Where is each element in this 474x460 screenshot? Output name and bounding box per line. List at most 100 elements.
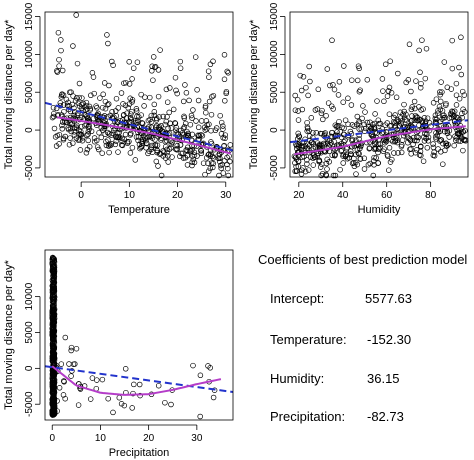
scatter-point [172,74,179,81]
scatter-point [177,65,184,71]
x-tick-label: 0 [78,190,84,201]
scatter-point [386,111,393,117]
scatter-point [392,112,398,118]
scatter-point [457,132,464,139]
scatter-point [143,145,149,151]
scatter-point [413,147,420,153]
scatter-point [91,135,98,141]
scatter-point [337,166,343,173]
scatter-point [437,119,443,125]
scatter-point [456,64,462,71]
scatter-point [362,109,368,115]
scatter-point [164,149,170,156]
scatter-point [128,111,134,117]
scatter-point [207,365,213,371]
scatter-point [121,112,127,118]
scatter-point [106,149,112,156]
scatter-point [223,90,229,97]
scatter-point [205,152,212,158]
scatter-point [341,125,347,132]
scatter-point [112,141,119,148]
scatter-point [50,335,56,341]
scatter-point [412,149,419,156]
scatter-point [414,137,420,144]
scatter-point [173,87,179,94]
scatter-point [340,160,346,166]
scatter-point [75,402,82,408]
y-tick-label: 5000 [24,321,35,344]
scatter-point [410,134,417,141]
scatter-point [149,142,155,149]
scatter-point [386,167,392,173]
scatter-point [136,381,143,388]
scatter-point [408,118,415,124]
scatter-point [323,113,329,119]
scatter-point [145,117,152,124]
scatter-point [420,158,427,164]
coef-label-temperature: Temperature: [270,332,347,347]
scatter-point [51,288,58,295]
scatter-point [310,141,317,147]
scatter-point [210,92,217,99]
scatter-point [118,90,125,96]
scatter-point [341,139,347,145]
scatter-point [351,160,357,166]
scatter-point [212,127,219,134]
scatter-point [418,143,424,150]
scatter-point [347,151,354,157]
scatter-point [49,298,56,305]
scatter-point [189,162,195,169]
scatter-point [49,316,56,322]
scatter-point [349,137,355,144]
scatter-point [295,130,301,137]
scatter-point [315,86,322,93]
scatter-point [205,160,211,167]
scatter-point [342,137,348,144]
scatter-point [68,373,74,379]
scatter-point [449,65,456,72]
scatter-point [222,132,229,138]
scatter-point [440,161,446,167]
scatter-point [459,114,465,121]
scatter-point [360,103,366,109]
scatter-point [75,137,82,143]
scatter-point [301,153,307,160]
scatter-point [84,132,90,138]
scatter-point [50,376,56,382]
scatter-point [54,132,61,139]
scatter-point [50,305,57,311]
scatter-point [342,117,349,123]
scatter-point [54,69,61,75]
coef-label-humidity: Humidity: [270,371,325,386]
scatter-point [210,394,217,401]
scatter-point [210,58,216,65]
scatter-point [152,64,159,70]
scatter-point [86,126,92,132]
scatter-point [351,123,357,129]
scatter-point [198,148,205,154]
scatter-point [118,401,125,407]
scatter-point [437,89,443,95]
scatter-point [115,134,121,140]
scatter-point [192,54,199,60]
scatter-point [412,112,419,119]
scatter-point [121,402,128,409]
scatter-point [382,61,389,68]
scatter-point [55,29,62,36]
scatter-point [430,144,437,151]
scatter-point [442,147,448,154]
x-tick-label: 60 [381,190,393,201]
scatter-point [74,60,81,67]
scatter-point [100,91,106,98]
scatter-point [437,137,444,143]
scatter-point [354,77,361,84]
scatter-point [135,134,142,140]
x-tick-label: 20 [293,190,305,201]
scatter-point [328,103,335,109]
y-tick-label: 5000 [24,81,35,104]
scatter-point [50,325,57,332]
scatter-point [186,147,193,153]
scatter-point [60,136,67,143]
scatter-point [189,159,195,165]
